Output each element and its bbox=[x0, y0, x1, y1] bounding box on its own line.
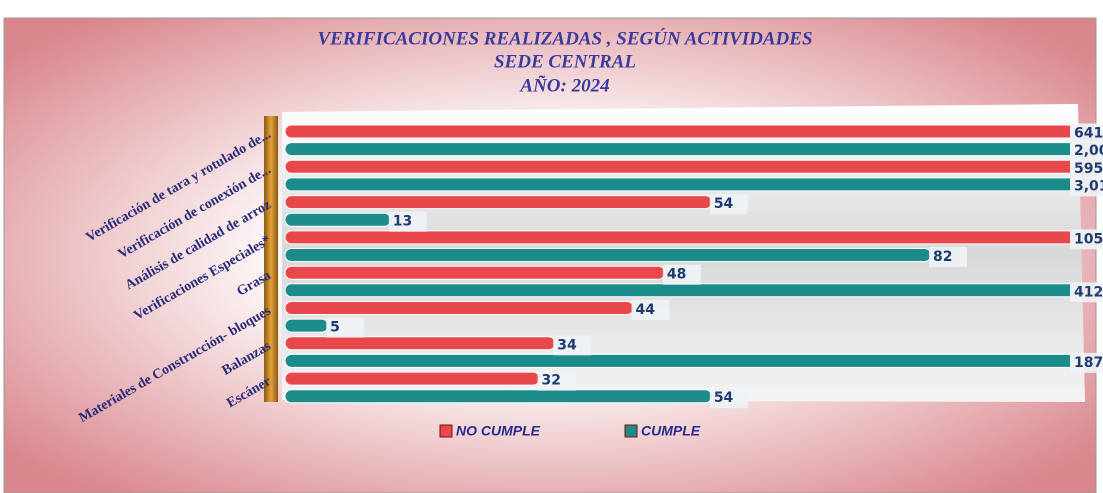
data-label: 187 bbox=[1074, 355, 1103, 371]
bars bbox=[284, 124, 1070, 404]
bar bbox=[284, 142, 1070, 157]
chart-subtitle: AÑO: 2024 bbox=[519, 75, 609, 96]
data-label-box bbox=[929, 247, 968, 267]
data-label: 412 bbox=[1074, 284, 1103, 300]
legend-label: CUMPLE bbox=[641, 423, 701, 439]
bar bbox=[284, 248, 932, 262]
data-label: 32 bbox=[542, 373, 561, 389]
data-label-box bbox=[1070, 282, 1103, 303]
bar bbox=[284, 265, 666, 280]
bar bbox=[284, 195, 713, 210]
chart-title: VERIFICACIONES REALIZADAS , SEGÚN ACTIVI… bbox=[317, 27, 812, 49]
bar bbox=[284, 353, 1070, 368]
data-label: 105 bbox=[1074, 231, 1103, 247]
data-label-box bbox=[1070, 352, 1103, 373]
data-label-box bbox=[631, 300, 670, 320]
data-label: 3,017 bbox=[1074, 178, 1103, 194]
data-label: 54 bbox=[714, 390, 734, 406]
data-label: 82 bbox=[933, 249, 952, 265]
bar bbox=[284, 301, 635, 315]
bar bbox=[284, 336, 556, 351]
data-label: 48 bbox=[667, 267, 686, 283]
data-label-box bbox=[709, 388, 748, 409]
data-label-box bbox=[709, 194, 748, 215]
data-label-box bbox=[1070, 158, 1103, 179]
data-label: 54 bbox=[714, 196, 734, 212]
data-label: 13 bbox=[393, 214, 412, 230]
bar bbox=[284, 124, 1070, 139]
data-label-box bbox=[537, 370, 576, 391]
legend-swatch bbox=[439, 424, 453, 438]
chart-subtitle: SEDE CENTRAL bbox=[494, 51, 636, 72]
data-label-box bbox=[662, 264, 701, 285]
category-axis bbox=[264, 116, 278, 402]
bar bbox=[284, 318, 329, 333]
data-label-box bbox=[1070, 141, 1103, 162]
legend-label: NO CUMPLE bbox=[456, 423, 541, 439]
bar bbox=[284, 177, 1070, 192]
data-label-box bbox=[326, 317, 365, 338]
data-label: 595 bbox=[1074, 161, 1103, 177]
bar bbox=[284, 230, 1070, 245]
data-label-box bbox=[388, 211, 427, 232]
bar bbox=[284, 159, 1070, 174]
legend-swatch bbox=[624, 424, 638, 438]
data-label: 44 bbox=[636, 302, 656, 318]
bar bbox=[284, 283, 1070, 298]
bar bbox=[284, 212, 392, 227]
data-label: 34 bbox=[557, 337, 577, 353]
data-label-box bbox=[1070, 229, 1103, 250]
data-label: 5 bbox=[330, 320, 340, 336]
data-label: 641 bbox=[1074, 126, 1103, 142]
data-label: 2,000 bbox=[1074, 143, 1103, 159]
bar bbox=[284, 389, 713, 404]
data-label-box bbox=[1070, 123, 1103, 144]
data-label-box bbox=[1070, 176, 1103, 197]
bar bbox=[284, 371, 541, 386]
data-label-box bbox=[553, 335, 592, 356]
